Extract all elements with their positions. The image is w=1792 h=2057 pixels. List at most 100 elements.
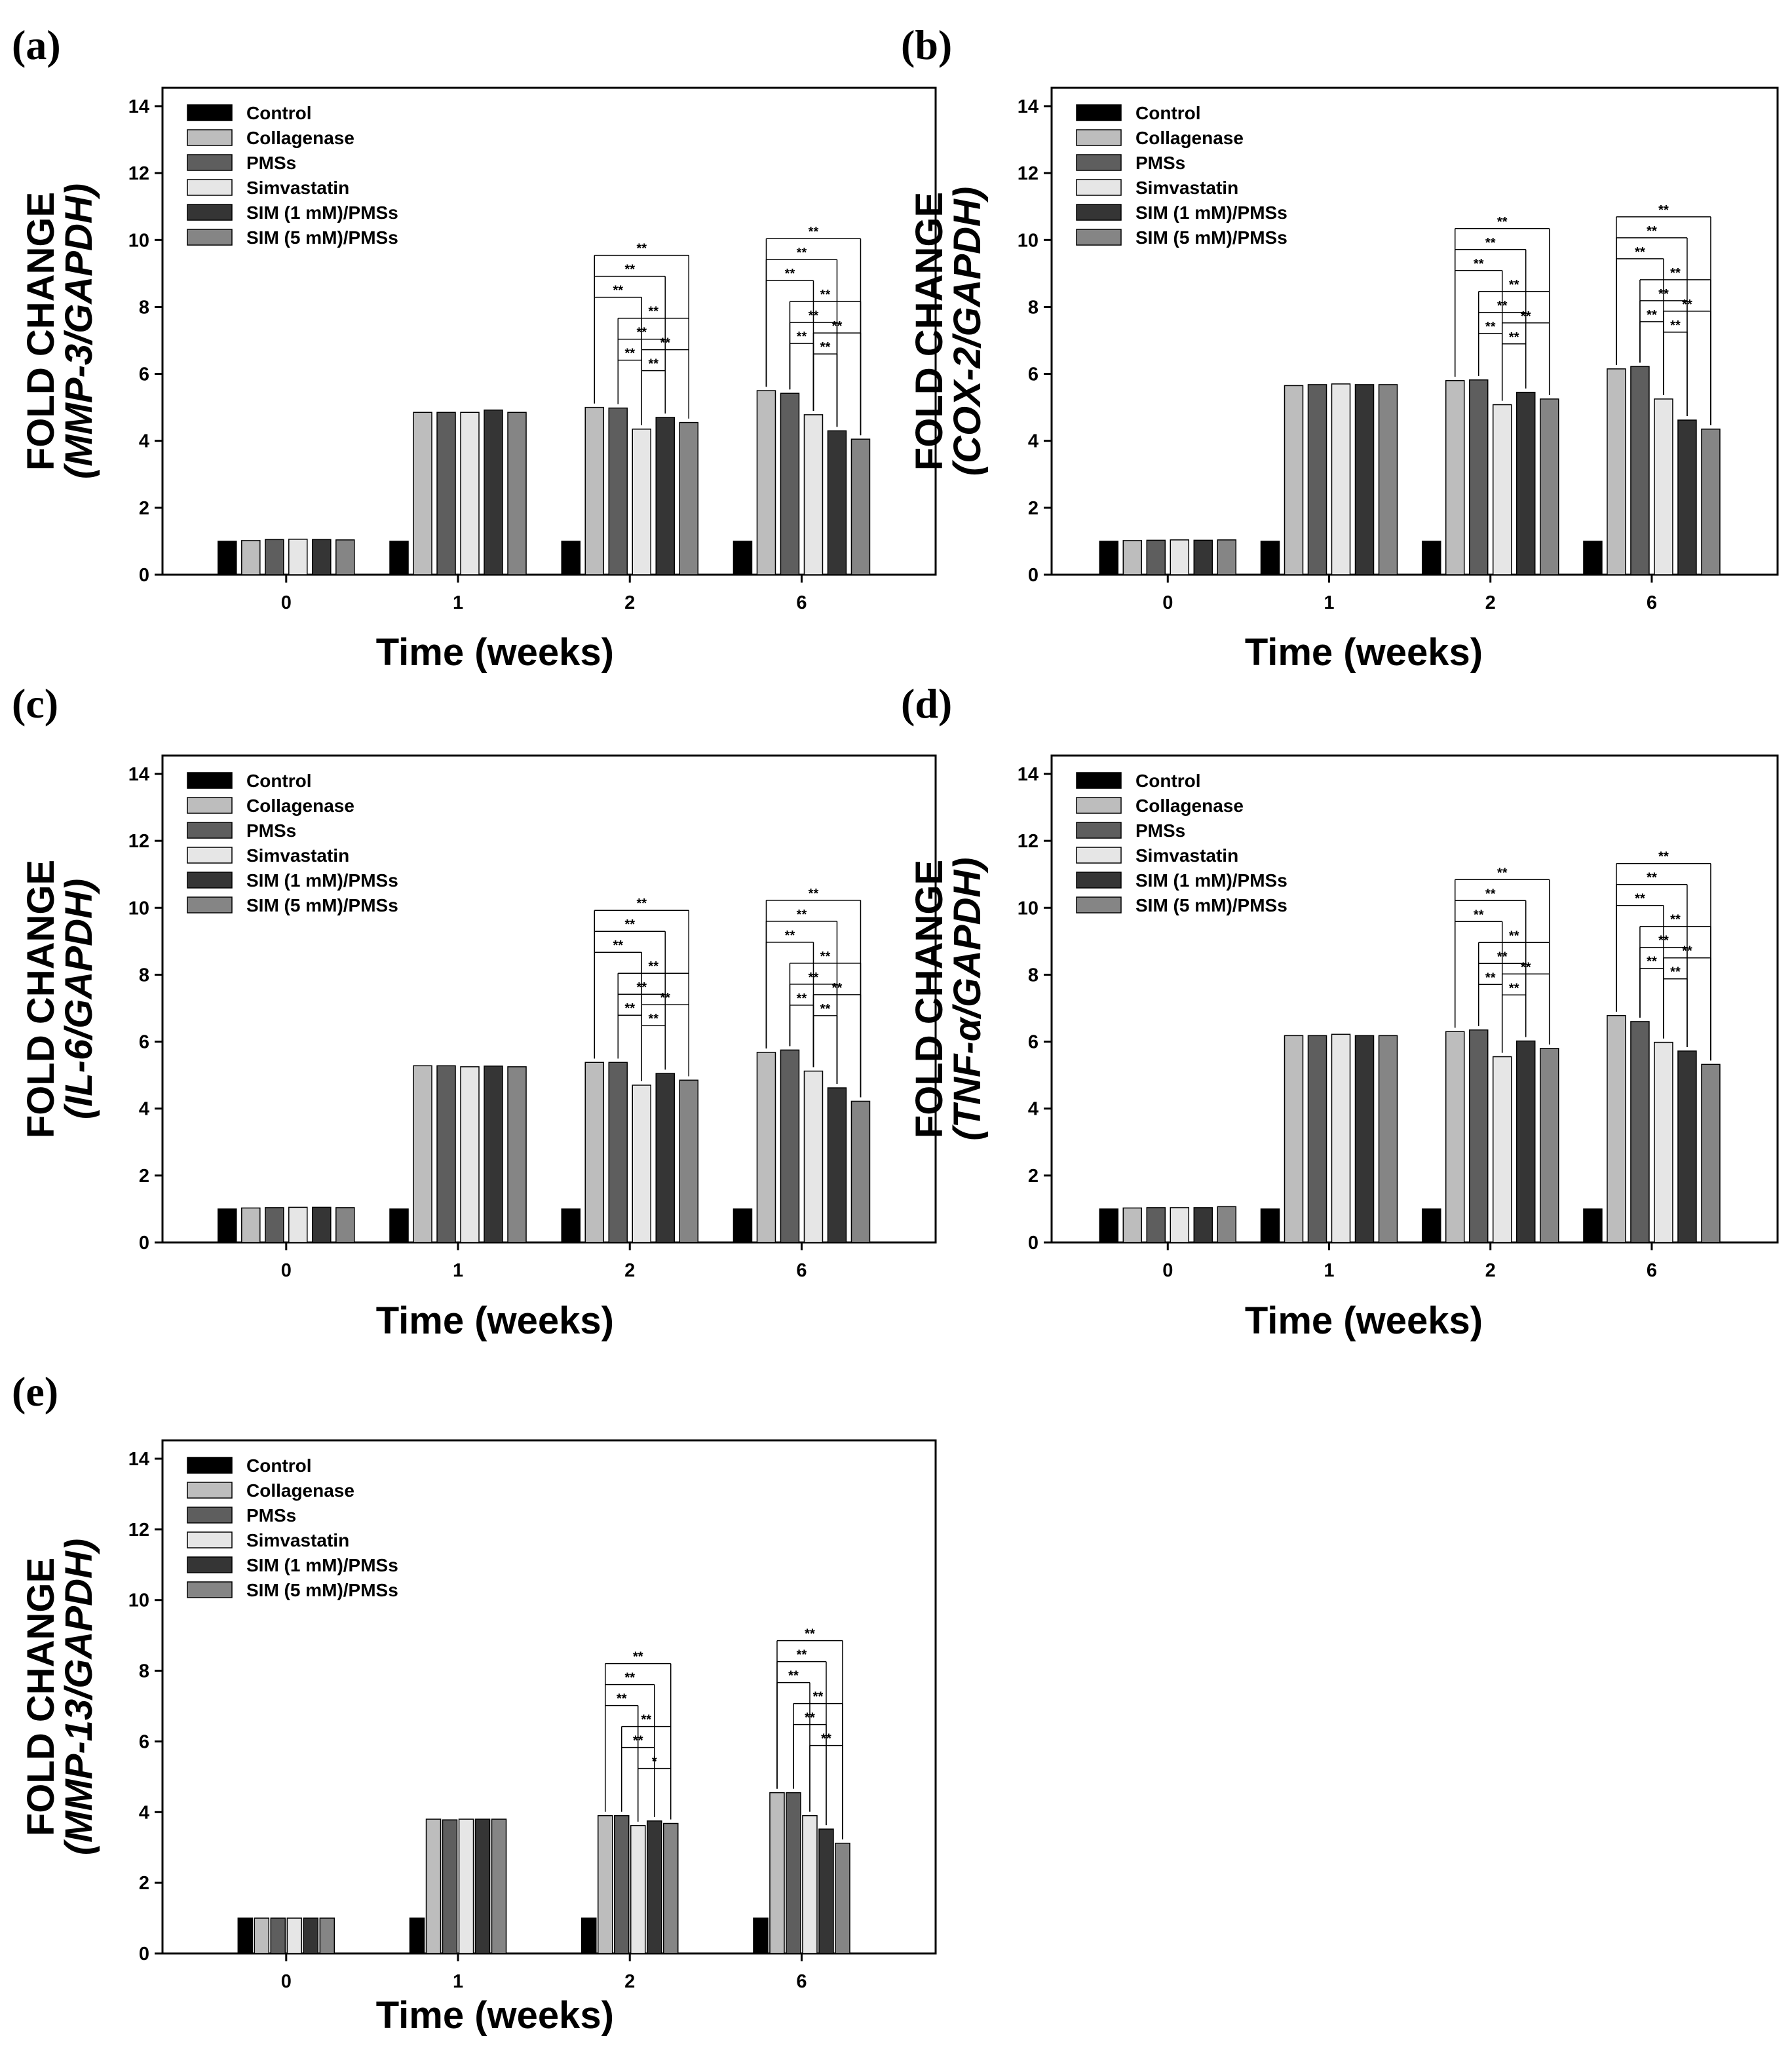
bar-pmss-week-0 (265, 539, 284, 575)
bar-pmss-week-2 (613, 1815, 630, 1954)
bar-collagenase-week-2 (597, 1815, 613, 1954)
bar-sim-5-mm-pmss-week-0 (319, 1917, 335, 1954)
legend-swatch (187, 1556, 233, 1573)
bar-sim-1-mm-pmss-week-1 (484, 409, 503, 575)
significance-label: ** (820, 1002, 831, 1016)
y-tick-label: 2 (1028, 498, 1039, 519)
bar-pmss-week-6 (780, 393, 800, 575)
significance-label: ** (624, 917, 635, 932)
bar-sim-1-mm-pmss-week-2 (1516, 391, 1536, 575)
bar-collagenase-week-1 (413, 412, 432, 575)
significance-label: ** (1497, 866, 1508, 880)
bar-pmss-week-1 (1307, 1035, 1327, 1243)
legend-label: Control (246, 771, 312, 791)
panel-label: (b) (901, 22, 952, 68)
bar-control-week-0 (218, 541, 237, 575)
significance-label: ** (1647, 955, 1657, 969)
bar-sim-1-mm-pmss-week-2 (1516, 1040, 1536, 1243)
bar-control-week-6 (733, 1208, 753, 1243)
significance-label: ** (636, 242, 647, 256)
bar-sim-5-mm-pmss-week-2 (679, 1079, 698, 1243)
significance-label: ** (797, 991, 807, 1006)
y-tick-label: 4 (1028, 1099, 1039, 1120)
bar-control-week-0 (218, 1208, 237, 1243)
y-tick-label: 14 (1018, 96, 1039, 117)
x-tick-label: 0 (281, 1260, 292, 1281)
bar-pmss-week-6 (1630, 1021, 1650, 1243)
significance-label: ** (1658, 203, 1669, 218)
y-tick-label: 10 (128, 1590, 149, 1611)
bar-simvastatin-week-2 (632, 429, 651, 575)
x-tick-label: 1 (1324, 1260, 1334, 1281)
bar-collagenase-week-2 (584, 406, 604, 575)
bar-sim-5-mm-pmss-week-1 (507, 412, 527, 575)
bar-collagenase-week-2 (1445, 380, 1465, 575)
bar-sim-5-mm-pmss-week-2 (1539, 398, 1559, 575)
bar-sim-1-mm-pmss-week-1 (1354, 1035, 1375, 1243)
x-axis-title: Time (weeks) (1245, 1299, 1483, 1342)
bar-simvastatin-week-0 (288, 1206, 308, 1243)
legend-label: SIM (5 mM)/PMSs (246, 227, 398, 248)
legend-swatch (1076, 129, 1122, 146)
bar-sim-5-mm-pmss-week-1 (1378, 1035, 1398, 1243)
bar-sim-1-mm-pmss-week-6 (827, 1087, 847, 1243)
bar-simvastatin-week-1 (1331, 1033, 1351, 1243)
bar-sim-5-mm-pmss-week-1 (491, 1818, 507, 1954)
bar-control-week-1 (1260, 1208, 1280, 1243)
legend-label: Collagenase (246, 128, 354, 148)
y-tick-label: 14 (128, 1449, 149, 1470)
significance-label: ** (1658, 850, 1669, 864)
legend-swatch (1076, 896, 1122, 913)
bar-simvastatin-week-1 (458, 1818, 474, 1954)
bar-collagenase-week-0 (241, 540, 261, 575)
significance-label: ** (1521, 960, 1531, 974)
bar-sim-5-mm-pmss-week-0 (335, 539, 355, 575)
y-tick-label: 12 (128, 163, 149, 184)
significance-label: ** (788, 1669, 799, 1683)
x-tick-label: 2 (624, 592, 635, 613)
y-tick-label: 8 (139, 297, 149, 318)
bar-collagenase-week-6 (1607, 1014, 1626, 1243)
bar-control-week-1 (1260, 541, 1280, 575)
x-tick-label: 6 (1647, 592, 1657, 613)
plot-frame (161, 1439, 937, 1955)
bar-control-week-6 (1583, 1208, 1603, 1243)
y-tick-label: 12 (128, 831, 149, 852)
bar-sim-1-mm-pmss-week-2 (646, 1820, 662, 1954)
y-tick-label: 14 (1018, 764, 1039, 785)
legend-swatch (187, 797, 233, 814)
legend-label: Collagenase (246, 796, 354, 816)
x-axis-title: Time (weeks) (376, 631, 614, 674)
bar-simvastatin-week-1 (460, 412, 480, 575)
y-axis-gene-label: (MMP-13/GAPDH) (58, 1539, 100, 1855)
bar-sim-5-mm-pmss-week-6 (1701, 1064, 1721, 1243)
bar-sim-5-mm-pmss-week-1 (1378, 384, 1398, 575)
legend-label: Collagenase (1135, 128, 1244, 148)
bar-simvastatin-week-1 (1331, 383, 1351, 575)
y-axis-gene-label: (IL-6/GAPDH) (58, 879, 100, 1119)
significance-label: ** (1474, 257, 1484, 271)
significance-label: ** (832, 319, 843, 334)
bar-pmss-week-6 (780, 1049, 800, 1243)
legend-swatch (187, 229, 233, 246)
x-tick-label: 6 (796, 1971, 807, 1992)
legend-label: SIM (1 mM)/PMSs (1135, 870, 1287, 891)
legend-label: SIM (5 mM)/PMSs (246, 1580, 398, 1600)
bar-collagenase-week-1 (1284, 385, 1304, 575)
legend-swatch (1076, 179, 1122, 196)
bar-sim-5-mm-pmss-week-0 (1217, 539, 1237, 575)
bar-collagenase-week-1 (425, 1818, 442, 1954)
significance-label: ** (613, 938, 623, 953)
y-tick-label: 4 (139, 431, 149, 452)
significance-label: ** (1485, 320, 1496, 334)
x-tick-label: 1 (1324, 592, 1334, 613)
significance-label: ** (1682, 298, 1692, 312)
bar-simvastatin-week-2 (630, 1825, 646, 1954)
bar-sim-5-mm-pmss-week-0 (1217, 1206, 1237, 1243)
legend-swatch (187, 872, 233, 889)
y-tick-label: 4 (1028, 431, 1039, 452)
significance-label: ** (1509, 330, 1519, 345)
bar-simvastatin-week-6 (803, 414, 824, 575)
